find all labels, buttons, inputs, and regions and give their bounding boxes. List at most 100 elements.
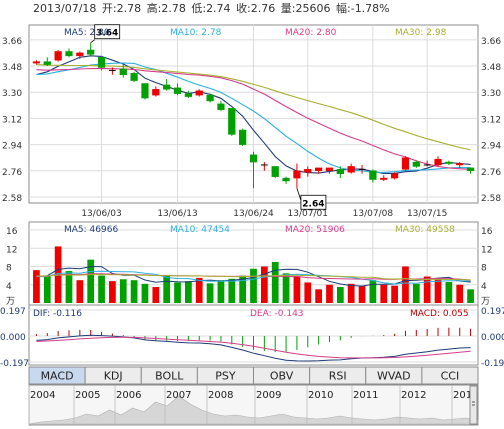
candle [271,166,279,179]
candle-body [401,157,410,170]
candle-body [456,163,464,166]
candle [119,64,127,78]
price-tick-label-right: 3.48 [481,63,501,73]
volume-bar [195,277,203,303]
dif-line [36,334,471,362]
tab-macd[interactable]: MACD [28,366,86,385]
candle-body [141,83,149,99]
volume-bar [369,280,377,303]
volume-bar [402,266,409,303]
header-high-label: 高: [147,1,162,15]
price-tick-label-left: 3.12 [2,115,22,125]
macd-tick-label-right: 0.197 [481,307,504,317]
header-low-label: 低: [191,2,206,15]
volume-bar [174,282,181,303]
volume-unit-label: 万 [6,297,15,307]
volume-bar [33,270,40,303]
macd-legend-entry: DIF: -0.116 [33,309,82,319]
candle [380,175,388,181]
timeline-year-label: 2011 [353,390,378,401]
volume-tick-label-left: 8 [6,264,12,274]
volume-tick-label-right: 4 [481,282,487,292]
volume-tick-label-left: 16 [6,227,18,237]
volume-legend-entry: MA20: 51906 [285,225,345,235]
tab-background[interactable] [421,366,479,385]
candle-body [249,154,258,163]
tab-cci[interactable]: CCI [421,366,479,385]
candle [87,42,95,56]
candle [109,67,116,75]
price-tick-label-left: 2.58 [2,194,22,204]
volume-bar [304,282,312,303]
candle-body [217,103,225,110]
candle [195,89,203,97]
indicator-tab-bar: MACD KDJ BOLL PSY OBV RSI WVAD CCI [28,366,479,385]
annotation-leader [90,39,95,44]
candle [347,163,355,174]
volume-moving-averages [36,266,471,287]
candle-body [271,166,279,177]
header-volume: 25606 [296,2,331,15]
candle-body [97,57,106,68]
volume-bar [347,283,355,303]
timeline-content: 2004 2005 2006 2007 2008 2009 2010 2011 2012 201 [28,385,479,425]
candle-body [315,167,323,172]
candle [423,160,431,167]
candle-body [43,61,51,65]
ma10-line [36,62,471,173]
volume-bar [43,275,51,303]
candle-body [380,177,388,180]
candle [336,166,344,179]
volume-axis-labels: 16 16 12 12 8 8 4 4 万 万 [6,227,493,307]
ma5-line [36,55,471,174]
volume-bar [358,285,366,303]
candle-body [304,169,312,173]
header-open-label: 开: [102,2,117,15]
price-tick-label-left: 2.94 [2,142,22,152]
candle-body [239,129,247,145]
tab-obv[interactable]: OBV [253,366,311,385]
macd-histogram [35,327,472,353]
timeline-area [28,395,479,425]
header-high: 2.78 [161,2,186,15]
header-low: 2.74 [206,2,231,15]
candle-body [282,177,290,182]
price-legend-entry: MA10: 2.78 [170,28,222,38]
candle [315,167,323,174]
volume-bar [119,279,127,303]
candle-body [434,158,442,166]
timeline-year-label: 2005 [75,390,100,401]
candle [228,107,236,136]
macd-legend-entry: MACD: 0.055 [410,309,469,319]
volume-bar [423,276,431,303]
candle [325,167,334,174]
candle-body [54,51,62,61]
date-tick-label: 13/06/24 [233,209,274,219]
timeline-year-label: 2004 [30,390,55,401]
macd-tick-label-left: 0.000 [0,333,26,343]
price-moving-averages [36,55,471,174]
header-close-label: 收: [236,1,251,15]
tab-psy[interactable]: PSY [196,366,254,385]
dea-line [36,336,471,359]
volume-unit-label-right: 万 [481,297,490,307]
tab-label: CCI [441,370,460,383]
annotation-box [94,24,121,40]
ma30-line [36,64,471,151]
tab-kdj[interactable]: KDJ [84,366,142,385]
tab-rsi[interactable]: RSI [309,366,367,385]
candle-body [347,166,355,173]
timeline-year-label: 2008 [208,390,233,401]
macd-tick-label-left: -0.197 [0,359,29,369]
volume-legend-entry: MA30: 49558 [395,225,455,235]
volume-bar [293,276,301,303]
candle-body [65,51,73,57]
candle [54,50,62,62]
price-tick-label-right: 2.94 [481,142,501,152]
candle-body [87,49,95,55]
candle-body [336,169,344,174]
price-tick-label-right: 2.58 [481,194,501,204]
tab-wvad[interactable]: WVAD [365,366,423,385]
tab-boll[interactable]: BOLL [140,366,198,385]
ma20-line [36,67,471,170]
